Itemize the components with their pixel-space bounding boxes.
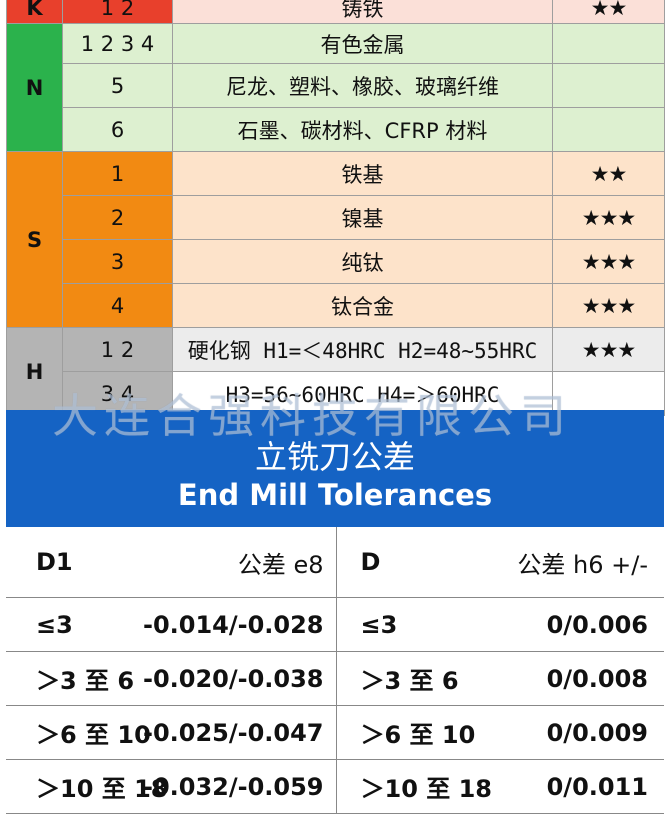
cell-d1: ＞3 至 6 xyxy=(6,651,136,706)
material-name: 钛合金 xyxy=(172,283,553,328)
sub-code: 5 xyxy=(62,63,173,108)
sub-code: 1 2 xyxy=(62,0,173,24)
cell-d: ＞10 至 18 xyxy=(335,759,492,814)
banner-title-cn: 立铣刀公差 xyxy=(254,438,415,476)
material-name: 有色金属 xyxy=(172,23,553,64)
table-row: 3 4 H3=56~60HRC H4=＞60HRC xyxy=(7,371,665,416)
table-row: 4 钛合金 ★★★ xyxy=(7,283,665,328)
cell-d: ≤3 xyxy=(335,597,466,652)
rating: ★★ xyxy=(552,151,665,196)
cell-e8: -0.014/-0.028 xyxy=(136,597,336,652)
table-row: 3 纯钛 ★★★ xyxy=(7,239,665,284)
material-name: 镍基 xyxy=(172,195,553,240)
table-row: N 1 2 3 4 有色金属 xyxy=(6,23,665,152)
cell-h6: 0/0.011 xyxy=(466,759,664,814)
sub-code: 3 4 xyxy=(62,371,173,416)
material-name: 石墨、碳材料、CFRP 材料 xyxy=(172,107,553,152)
rating: ★★★ xyxy=(552,327,665,372)
rating xyxy=(552,23,665,64)
tolerance-banner: 立铣刀公差 End Mill Tolerances xyxy=(6,410,664,527)
group-n: N xyxy=(6,23,63,152)
table-row: 5 尼龙、塑料、橡胶、玻璃纤维 xyxy=(7,63,665,108)
sub-code: 1 2 3 4 xyxy=(62,23,173,64)
sub-code: 4 xyxy=(62,283,173,328)
rating xyxy=(552,107,665,152)
rating: ★★★ xyxy=(552,283,665,328)
material-name: 硬化钢 H1=＜48HRC H2=48~55HRC xyxy=(172,327,553,372)
cell-h6: 0/0.006 xyxy=(466,597,664,652)
banner-title-en: End Mill Tolerances xyxy=(177,478,493,512)
sub-code: 1 xyxy=(62,151,173,196)
table-row: 6 石墨、碳材料、CFRP 材料 xyxy=(7,107,665,152)
sub-code: 3 xyxy=(62,239,173,284)
rating: ★★★ xyxy=(552,239,665,284)
rating xyxy=(552,63,665,108)
cell-d1: ＞6 至 10 xyxy=(6,705,151,760)
table-row: ＞6 至 10 -0.025/-0.047 ＞6 至 10 0/0.009 xyxy=(6,705,664,760)
table-row: K 1 2 铸铁 ★★ xyxy=(6,0,665,24)
cell-d: ＞6 至 10 xyxy=(335,705,475,760)
header-d1: D1 xyxy=(6,527,136,598)
table-header-row: D1 公差 e8 D 公差 h6 +/- xyxy=(6,527,664,598)
sub-code: 2 xyxy=(62,195,173,240)
group-k: K xyxy=(6,0,63,24)
table-row: ＞10 至 18 -0.032/-0.059 ＞10 至 18 0/0.011 xyxy=(6,759,664,814)
table-row: 2 镍基 ★★★ xyxy=(7,195,665,240)
rating: ★★★ xyxy=(552,195,665,240)
material-name: 尼龙、塑料、橡胶、玻璃纤维 xyxy=(172,63,553,108)
group-h: H xyxy=(6,327,63,416)
material-name: H3=56~60HRC H4=＞60HRC xyxy=(172,371,553,416)
header-tolerance-h6: 公差 h6 +/- xyxy=(466,527,664,598)
cell-d1: ≤3 xyxy=(6,597,136,652)
material-name: 铁基 xyxy=(172,151,553,196)
group-s: S xyxy=(6,151,63,328)
cell-h6: 0/0.009 xyxy=(466,705,664,760)
cell-e8: -0.020/-0.038 xyxy=(136,651,336,706)
material-table: K 1 2 铸铁 ★★ N 1 2 3 4 有色金属 5 尼龙、塑料、橡胶、玻璃… xyxy=(6,0,665,416)
tolerance-table: D1 公差 e8 D 公差 h6 +/- ≤3 -0.014/-0.028 ≤3… xyxy=(6,527,664,814)
header-tolerance-e8: 公差 e8 xyxy=(136,527,336,598)
cell-d1: ＞10 至 18 xyxy=(6,759,168,814)
cell-d: ＞3 至 6 xyxy=(335,651,466,706)
cell-e8: -0.032/-0.059 xyxy=(136,759,336,814)
material-name: 纯钛 xyxy=(172,239,553,284)
cell-e8: -0.025/-0.047 xyxy=(136,705,336,760)
table-row: S 1 铁基 ★★ xyxy=(6,151,665,328)
sub-code: 6 xyxy=(62,107,173,152)
rating: ★★ xyxy=(552,0,665,24)
sub-code: 1 2 xyxy=(62,327,173,372)
rating xyxy=(552,371,665,416)
table-row: ≤3 -0.014/-0.028 ≤3 0/0.006 xyxy=(6,597,664,652)
material-name: 铸铁 xyxy=(172,0,553,24)
table-row: ＞3 至 6 -0.020/-0.038 ＞3 至 6 0/0.008 xyxy=(6,651,664,706)
table-row: H 1 2 硬化钢 H1=＜48HRC H2=48~55HRC ★★★ xyxy=(6,327,665,416)
header-d: D xyxy=(335,527,466,598)
cell-h6: 0/0.008 xyxy=(466,651,664,706)
